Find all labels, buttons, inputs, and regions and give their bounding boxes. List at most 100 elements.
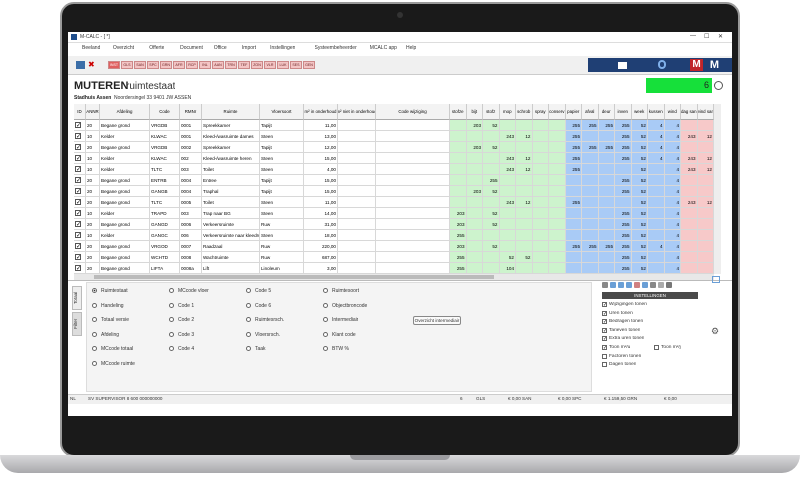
checkbox[interactable]: ✓	[602, 319, 607, 325]
column-header[interactable]: papier	[565, 104, 582, 120]
gear-icon[interactable]: ⚙	[711, 326, 720, 336]
menu-item[interactable]: Document	[180, 45, 203, 51]
settings-icon[interactable]	[602, 282, 608, 288]
settings-icon[interactable]	[610, 282, 616, 288]
option-label[interactable]: Taak	[255, 346, 266, 352]
option-label[interactable]: Afdeling	[101, 331, 120, 338]
column-header[interactable]: Vloersoort	[260, 104, 304, 120]
checkbox-label[interactable]: Toon m²/u	[609, 345, 631, 350]
radio-button[interactable]	[246, 331, 251, 337]
column-header[interactable]: Ruimte	[202, 104, 260, 120]
checkbox-label[interactable]: Dagen tonen	[609, 362, 637, 368]
column-header[interactable]: schrob	[516, 104, 533, 120]
row-check[interactable]: ✓	[74, 164, 86, 175]
row-check[interactable]: ✓	[74, 219, 86, 230]
checkbox[interactable]: ✓	[602, 327, 607, 333]
m-logo-red[interactable]: M	[690, 59, 703, 71]
checkbox-label[interactable]: Toon m²/j	[661, 345, 681, 350]
row-check[interactable]: ✓	[74, 142, 86, 153]
column-header[interactable]: bijt	[466, 104, 483, 120]
option-label[interactable]: Objectbroncode	[332, 302, 368, 309]
toolbar-code[interactable]: INL	[199, 61, 211, 69]
column-header[interactable]: dag san	[681, 104, 698, 120]
checkbox[interactable]: ✓	[602, 310, 607, 316]
m-logo-blue[interactable]: M	[709, 59, 720, 71]
column-header[interactable]: m² niet in onderhoud	[338, 104, 376, 120]
menu-item[interactable]: Systeembeheerder	[314, 45, 357, 51]
checkbox-label[interactable]: Wijzigingen tonen	[609, 302, 647, 307]
row-check[interactable]: ✓	[74, 241, 86, 252]
counter-button[interactable]	[714, 81, 723, 90]
camera-icon[interactable]	[618, 62, 627, 69]
option-label[interactable]: Code 1	[178, 302, 195, 309]
settings-icon[interactable]	[658, 282, 664, 288]
radio-button[interactable]	[323, 302, 328, 308]
radio-button[interactable]	[92, 346, 97, 351]
settings-icon[interactable]	[650, 282, 656, 288]
row-check[interactable]: ✓	[74, 153, 86, 164]
option-label[interactable]: MCcode vloer	[178, 288, 209, 294]
toolbar-code[interactable]: SAN	[134, 61, 146, 69]
row-check[interactable]: ✓	[74, 252, 86, 263]
menu-item[interactable]: Help	[406, 45, 417, 51]
row-check[interactable]: ✓	[74, 208, 86, 219]
menu-item[interactable]: Overzicht	[112, 45, 135, 51]
option-label[interactable]: Code 2	[178, 317, 195, 323]
radio-button[interactable]	[92, 288, 97, 293]
option-label[interactable]: MCcode ruimte	[101, 360, 135, 367]
radio-button[interactable]	[92, 302, 97, 308]
row-check[interactable]: ✓	[74, 230, 86, 241]
option-label[interactable]: Ruimtesrsch.	[255, 317, 285, 323]
option-label[interactable]: MCcode totaal	[101, 346, 134, 352]
column-header[interactable]: Code wijziging	[376, 104, 450, 120]
settings-icon[interactable]	[642, 282, 648, 288]
radio-button[interactable]	[246, 346, 251, 351]
radio-button[interactable]	[246, 317, 251, 322]
delete-icon[interactable]: ✖	[88, 61, 95, 69]
row-check[interactable]: ✓	[74, 175, 86, 186]
row-check[interactable]: ✓	[74, 263, 86, 274]
option-label[interactable]: Intermediair	[332, 317, 359, 323]
radio-button[interactable]	[323, 288, 328, 293]
option-label[interactable]: Ruimtesoort	[332, 288, 359, 294]
toolbar-code[interactable]: AFR	[173, 61, 185, 69]
menu-item[interactable]: Office	[213, 45, 227, 51]
toolbar-code[interactable]: AAN	[212, 61, 224, 69]
checkbox-label[interactable]: Factoren tonen	[609, 353, 642, 359]
toolbar-code[interactable]: VLR	[264, 61, 276, 69]
column-header[interactable]: m² in onderhoud	[304, 104, 338, 120]
checkbox-label[interactable]: Uren tonen	[609, 310, 633, 316]
column-header[interactable]: conserv	[549, 104, 566, 120]
menu-item[interactable]: MCALC app	[369, 45, 397, 51]
checkbox[interactable]	[602, 362, 607, 368]
column-header[interactable]: RMNr	[180, 104, 202, 120]
settings-icon[interactable]	[626, 282, 632, 288]
toolbar-code[interactable]: GLS	[121, 61, 133, 69]
radio-button[interactable]	[92, 317, 97, 322]
radio-button[interactable]	[323, 331, 328, 337]
option-label[interactable]: Totaal versie	[101, 317, 130, 323]
radio-button[interactable]	[246, 302, 251, 308]
radio-button[interactable]	[169, 331, 174, 337]
print-icon[interactable]	[76, 61, 85, 69]
toolbar-code[interactable]: ZON	[251, 61, 263, 69]
option-label[interactable]: Klant code	[332, 331, 356, 338]
row-check[interactable]: ✓	[74, 131, 86, 142]
menu-item[interactable]: Instellingen	[270, 45, 296, 51]
toolbar-code[interactable]: SPC	[147, 61, 159, 69]
checkbox-label[interactable]: Extra uren tonen	[609, 336, 645, 342]
toolbar-code[interactable]: GEN	[303, 61, 315, 69]
column-header[interactable]: mop	[499, 104, 516, 120]
column-header[interactable]: afval	[582, 104, 599, 120]
side-tab[interactable]: Totaal	[72, 286, 82, 310]
settings-icon[interactable]	[618, 282, 624, 288]
row-check[interactable]: ✓	[74, 120, 86, 131]
side-tab[interactable]: Filter	[72, 312, 82, 336]
settings-icon[interactable]	[666, 282, 672, 288]
column-header[interactable]: spray	[532, 104, 549, 120]
column-header[interactable]: Afdeling	[100, 104, 150, 120]
window-button[interactable]: ☐	[704, 34, 710, 40]
toolbar-code[interactable]: RCP	[186, 61, 198, 69]
search-icon[interactable]	[658, 60, 666, 69]
radio-button[interactable]	[323, 346, 328, 351]
